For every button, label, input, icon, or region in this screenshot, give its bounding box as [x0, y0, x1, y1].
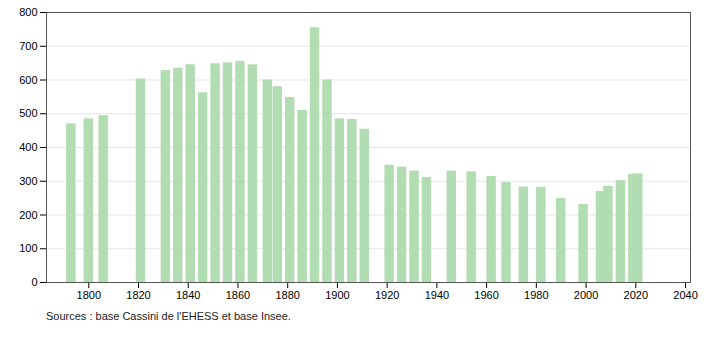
- svg-text:0: 0: [31, 276, 37, 288]
- html-text:Sources : base Cassini de l'EH: Sources : base Cassini de l'EHESS et bas…: [46, 310, 291, 322]
- svg-text:500: 500: [19, 107, 37, 119]
- svg-text:1860: 1860: [226, 289, 250, 301]
- svg-text:1820: 1820: [126, 289, 150, 301]
- svg-text:2000: 2000: [574, 289, 598, 301]
- svg-text:200: 200: [19, 209, 37, 221]
- svg-text:100: 100: [19, 242, 37, 254]
- svg-text:1920: 1920: [375, 289, 399, 301]
- svg-text:600: 600: [19, 74, 37, 86]
- svg-text:700: 700: [19, 40, 37, 52]
- svg-text:800: 800: [19, 6, 37, 18]
- svg-text:2020: 2020: [624, 289, 648, 301]
- svg-text:1960: 1960: [474, 289, 498, 301]
- svg-text:2040: 2040: [673, 289, 697, 301]
- svg-text:400: 400: [19, 141, 37, 153]
- svg-text:1800: 1800: [77, 289, 101, 301]
- svg-text:300: 300: [19, 175, 37, 187]
- svg-text:1900: 1900: [325, 289, 349, 301]
- svg-text:1840: 1840: [176, 289, 200, 301]
- svg-text:1880: 1880: [275, 289, 299, 301]
- svg-text:1940: 1940: [425, 289, 449, 301]
- svg-text:1980: 1980: [524, 289, 548, 301]
